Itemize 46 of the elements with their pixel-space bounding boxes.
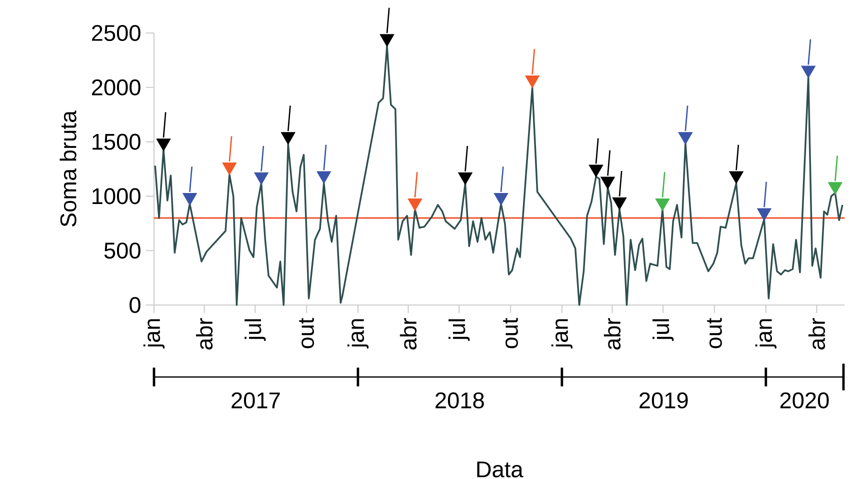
point xyxy=(380,34,394,47)
x-tick-label: abr xyxy=(604,318,621,350)
point xyxy=(729,171,744,184)
x-tick-label: abr xyxy=(196,318,213,350)
point xyxy=(254,172,268,185)
point xyxy=(494,193,508,206)
x2-tick-label: 2018 xyxy=(436,392,484,408)
y-tick-label: 1000 xyxy=(92,188,140,204)
x-tick-label: jul xyxy=(244,319,266,341)
x-tick-label: abr xyxy=(808,318,826,350)
point xyxy=(801,66,816,78)
x-tick-label: out xyxy=(707,318,722,348)
y-axis-title: Soma bruta xyxy=(60,110,76,227)
x-tick-label: jan xyxy=(551,319,572,348)
point xyxy=(222,162,237,176)
x-tick-label: jan xyxy=(347,319,369,348)
point xyxy=(408,198,422,211)
x-tick-label: jul xyxy=(652,319,674,341)
y-tick-label: 2500 xyxy=(92,24,140,42)
point xyxy=(678,132,693,145)
x-axis-title: Data xyxy=(477,462,524,478)
x2-tick-label: 2019 xyxy=(640,392,688,408)
x-tick-label: jul xyxy=(448,319,470,341)
point xyxy=(655,198,670,211)
x-tick-label: abr xyxy=(400,318,417,350)
y-tick-label: 2000 xyxy=(92,79,140,96)
point xyxy=(280,132,296,145)
y-tick-label: 0 xyxy=(130,296,140,314)
y-tick-label: 500 xyxy=(104,242,140,259)
point xyxy=(612,197,627,210)
x-tick-label: jan xyxy=(755,319,776,348)
point xyxy=(182,193,197,206)
point xyxy=(588,164,604,178)
point xyxy=(156,138,171,152)
x-tick-label: out xyxy=(299,318,314,348)
y-tick-label: 1500 xyxy=(92,134,140,150)
x-tick-label: out xyxy=(503,318,518,348)
x-tick-label: jan xyxy=(143,319,165,348)
point xyxy=(600,176,615,190)
point xyxy=(757,208,772,221)
point xyxy=(525,76,540,88)
x2-tick-label: 2020 xyxy=(780,392,829,408)
point xyxy=(828,182,842,195)
x2-tick-label: 2017 xyxy=(232,392,280,408)
point xyxy=(458,172,472,185)
point xyxy=(316,171,332,184)
